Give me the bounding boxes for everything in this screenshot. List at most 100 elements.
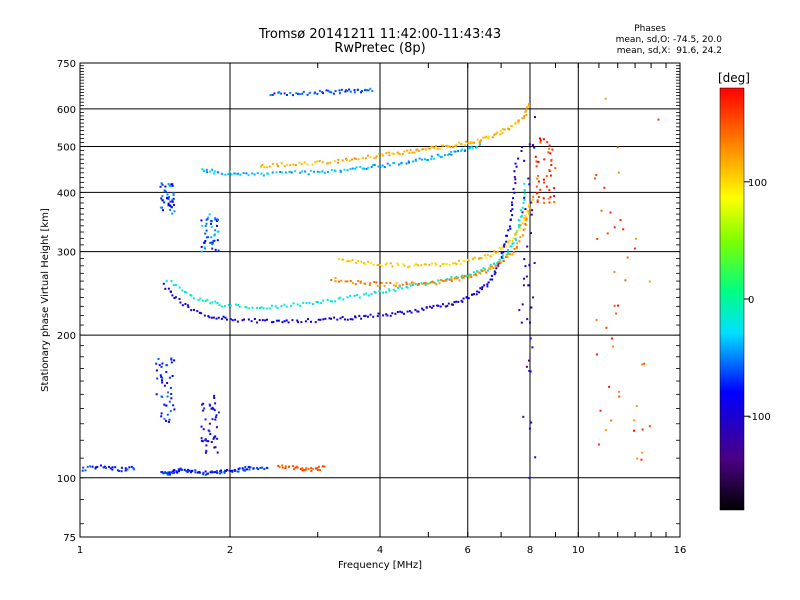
data-point — [443, 262, 446, 265]
data-point — [250, 320, 253, 323]
data-point — [380, 281, 383, 284]
data-point — [381, 164, 384, 167]
data-point — [330, 169, 333, 171]
data-point — [355, 293, 358, 296]
data-point — [160, 412, 163, 415]
data-point — [413, 151, 416, 154]
data-point — [170, 358, 173, 361]
data-point — [604, 429, 607, 431]
data-point — [487, 137, 490, 140]
data-point — [476, 270, 479, 273]
data-point — [212, 408, 215, 411]
data-point — [509, 209, 512, 212]
data-point — [622, 228, 625, 231]
data-point — [285, 171, 287, 174]
data-point — [396, 262, 399, 265]
data-point — [446, 278, 449, 280]
data-point — [596, 238, 599, 240]
data-point — [481, 286, 484, 289]
data-point — [355, 166, 358, 169]
data-point — [199, 297, 202, 300]
data-point — [515, 165, 518, 168]
data-point — [466, 258, 469, 261]
data-point — [354, 167, 357, 170]
data-point — [163, 189, 166, 192]
data-point — [551, 148, 554, 151]
data-point — [244, 468, 247, 471]
data-point — [309, 169, 312, 172]
data-point — [305, 302, 308, 304]
data-point — [349, 280, 352, 282]
data-point — [353, 157, 356, 160]
data-point — [337, 258, 340, 261]
data-point — [105, 466, 107, 469]
data-point — [605, 326, 608, 329]
data-point — [528, 183, 531, 186]
data-point — [626, 256, 629, 259]
y-tick-label: 400 — [57, 188, 76, 199]
data-point — [417, 310, 420, 313]
data-point — [483, 254, 486, 257]
data-point — [403, 150, 406, 153]
data-point — [243, 469, 246, 472]
data-point — [160, 395, 163, 398]
data-point — [210, 407, 213, 410]
data-point — [363, 262, 365, 265]
data-point — [171, 184, 174, 187]
colorbar-tick-label: -100 — [748, 412, 771, 423]
data-point — [521, 206, 524, 209]
data-point — [349, 318, 352, 321]
data-point — [322, 318, 325, 321]
data-point — [476, 290, 479, 293]
data-point — [248, 468, 251, 471]
data-point — [513, 247, 516, 250]
data-point — [217, 316, 220, 319]
data-point — [161, 471, 164, 474]
data-point — [217, 171, 220, 174]
data-point — [450, 280, 453, 283]
data-point — [210, 470, 213, 473]
data-point — [272, 163, 275, 165]
axis-ticks: 1 2 4 6 8 10 16 75 100 200 300 400 500 600 750 — [57, 59, 686, 556]
data-point — [348, 88, 351, 91]
data-point — [389, 282, 392, 284]
data-point — [498, 261, 501, 264]
data-point — [446, 304, 449, 307]
data-point — [417, 264, 420, 267]
data-point — [530, 202, 533, 204]
data-point — [349, 167, 352, 170]
data-point — [346, 280, 349, 283]
data-point — [469, 142, 472, 145]
data-point — [367, 89, 370, 92]
data-point — [506, 127, 509, 130]
data-point — [205, 229, 208, 232]
data-point — [224, 173, 227, 176]
data-point — [511, 208, 514, 211]
data-point — [464, 144, 467, 147]
data-point — [167, 198, 170, 201]
data-point — [491, 136, 494, 139]
data-point — [170, 184, 173, 187]
data-point — [234, 303, 237, 306]
data-point — [308, 91, 311, 94]
data-point — [120, 470, 123, 473]
data-point — [224, 470, 227, 472]
data-point — [554, 167, 557, 170]
data-point — [167, 202, 170, 205]
data-point — [310, 470, 313, 472]
data-point — [407, 160, 410, 163]
data-point — [311, 163, 314, 166]
data-point — [421, 307, 424, 310]
data-point — [424, 263, 427, 266]
data-point — [397, 286, 400, 289]
x-tick-label: 4 — [377, 545, 383, 556]
data-point — [163, 403, 166, 406]
data-point — [408, 152, 411, 154]
data-point — [296, 319, 299, 322]
data-point — [427, 147, 430, 150]
data-point — [204, 438, 207, 441]
data-point — [181, 468, 183, 471]
x-tick-label: 8 — [527, 545, 533, 556]
data-point — [478, 143, 481, 146]
data-point — [164, 404, 167, 407]
